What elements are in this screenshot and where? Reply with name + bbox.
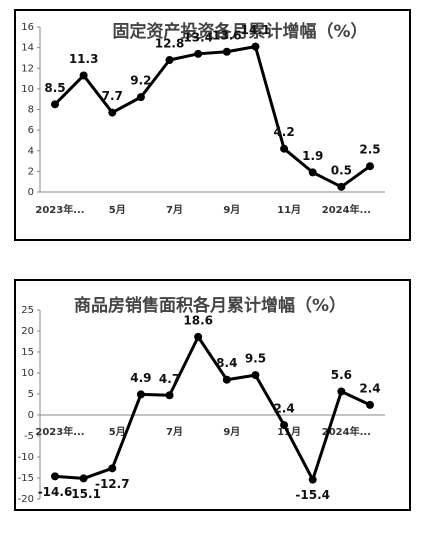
y-tick-label: 14: [21, 43, 34, 54]
y-tick-label: 10: [21, 368, 34, 379]
point: [79, 71, 88, 80]
point: [308, 475, 317, 484]
point: [222, 47, 231, 56]
x-tick-label: 2023年...: [35, 425, 84, 438]
point: [165, 56, 174, 64]
x-tick-label: 2024年...: [322, 425, 371, 438]
point: [337, 182, 346, 191]
y-tick-label: 6: [28, 125, 34, 136]
x-tick-label: 7月: [166, 426, 183, 438]
data-label: -15.4: [295, 488, 330, 502]
point: [51, 472, 59, 481]
data-label: -15.1: [66, 487, 101, 501]
point: [366, 162, 374, 171]
x-tick-label: 2023年...: [35, 203, 84, 216]
data-label: -12.7: [95, 477, 130, 491]
point: [51, 100, 59, 109]
point: [366, 400, 374, 409]
chart-title: 固定资产投资各月累计增幅（%）: [112, 21, 367, 42]
data-label: 4.2: [273, 125, 294, 139]
point: [194, 49, 203, 58]
data-label: 13.4: [183, 30, 213, 44]
data-label: 9.2: [130, 74, 151, 88]
y-tick-label: 5: [28, 389, 34, 400]
data-label: 14.1: [241, 23, 271, 37]
y-tick-label: -15: [18, 473, 34, 484]
data-label: 12.8: [155, 37, 185, 51]
point: [136, 390, 145, 399]
point: [194, 332, 203, 341]
x-tick-label: 11月: [277, 204, 301, 216]
point: [280, 144, 289, 153]
point: [251, 42, 260, 51]
data-label: 4.7: [159, 372, 180, 386]
y-tick-label: -20: [18, 494, 34, 505]
data-label: 2.4: [273, 402, 294, 416]
data-label: 0.5: [331, 163, 352, 177]
point: [308, 168, 317, 177]
point: [108, 108, 117, 117]
y-tick-label: 10: [21, 84, 34, 95]
point: [165, 391, 174, 400]
chart-title: 商品房销售面积各月累计增幅（%）: [74, 295, 346, 316]
data-label: 9.5: [245, 352, 266, 366]
y-tick-label: -5: [24, 431, 34, 442]
y-tick-label: 0: [28, 410, 34, 421]
point: [222, 375, 231, 384]
x-tick-label: 9月: [223, 426, 240, 438]
point: [280, 421, 289, 430]
y-tick-label: 20: [21, 326, 34, 337]
line: [54, 335, 371, 482]
data-label: 2.5: [359, 143, 380, 157]
y-tick-label: 2: [28, 166, 34, 177]
data-label: 2.4: [359, 381, 380, 395]
data-label: 1.9: [302, 149, 323, 163]
y-tick-label: 0: [28, 187, 34, 198]
y-tick-label: 15: [21, 347, 34, 358]
y-tick-label: 25: [21, 305, 34, 316]
x-tick-label: 5月: [109, 204, 126, 216]
point: [79, 474, 88, 483]
data-label: 13.6: [212, 28, 242, 42]
y-tick-label: 8: [28, 105, 34, 116]
data-label: 4.9: [130, 371, 151, 385]
data-label: -14.6: [38, 485, 73, 499]
point: [251, 371, 260, 380]
data-label: 7.7: [102, 89, 123, 103]
data-label: 8.4: [216, 356, 237, 370]
x-tick-label: 9月: [223, 204, 240, 216]
point: [108, 464, 117, 473]
data-label: 11.3: [69, 52, 99, 66]
line: [53, 45, 371, 189]
y-tick-label: -10: [18, 452, 34, 463]
y-tick-label: 4: [28, 146, 34, 157]
data-label: 5.6: [331, 368, 352, 382]
chart-frame: [14, 279, 411, 511]
point: [136, 93, 145, 102]
chart-frame: [14, 9, 411, 241]
y-tick-label: 16: [21, 22, 34, 33]
x-tick-label: 7月: [166, 204, 183, 216]
data-label: 18.6: [183, 313, 213, 327]
x-tick-label: 5月: [109, 426, 126, 438]
x-tick-label: 2024年...: [322, 203, 371, 216]
data-label: 8.5: [44, 81, 65, 95]
point: [337, 387, 346, 396]
y-tick-label: 12: [21, 63, 34, 74]
